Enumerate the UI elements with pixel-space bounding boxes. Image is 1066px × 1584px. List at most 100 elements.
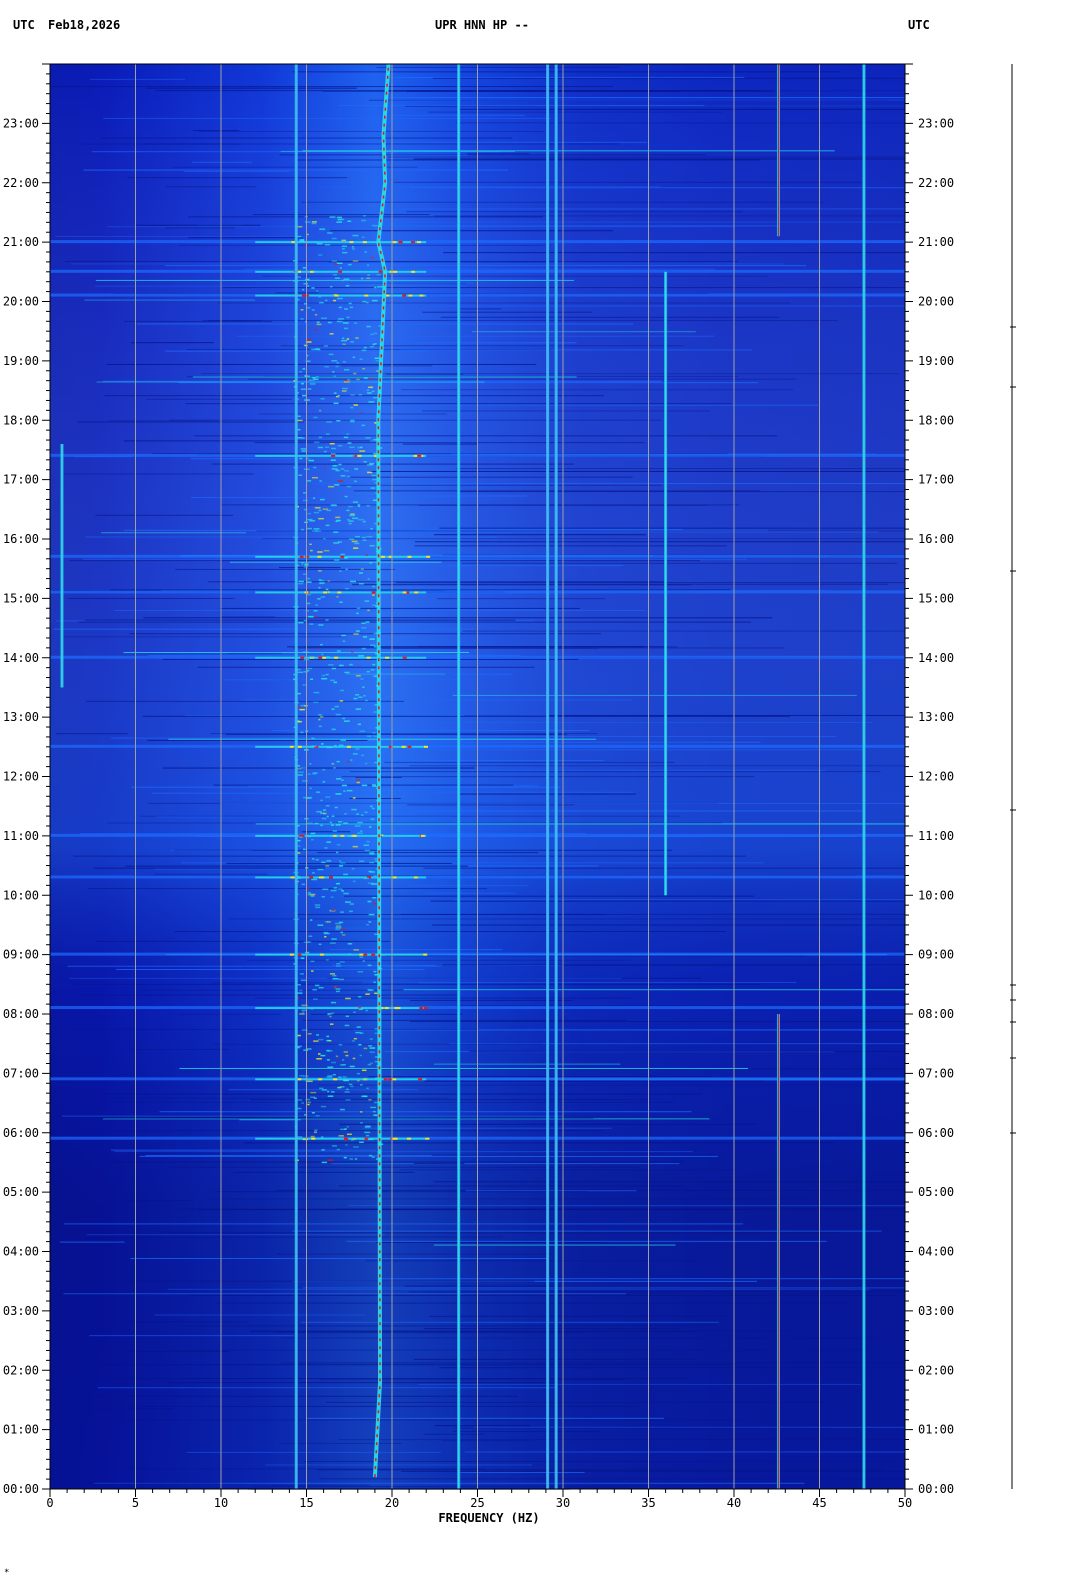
speckle [314,507,321,509]
y-tick-label-right: 06:00 [918,1126,954,1140]
noise-streak [460,308,502,310]
noise-streak [129,633,602,635]
noise-streak [278,1442,402,1444]
noise-streak [193,130,240,132]
speckle [373,1101,380,1104]
speckle [361,647,366,650]
speckle [336,320,341,323]
speckle [325,524,330,527]
speckle [299,973,304,975]
speckle [342,717,345,720]
speckle [357,832,363,834]
noise-streak [130,1257,548,1259]
noise-streak [380,1278,905,1280]
noise-streak [317,1084,905,1086]
speckle [353,1011,356,1013]
speckle [345,1099,351,1101]
speckle [307,892,311,894]
speckle [316,290,319,292]
speckle [355,337,359,339]
speckle [321,677,328,680]
y-tick-label-left: 02:00 [3,1363,39,1377]
speckle [365,1125,371,1128]
noise-streak [201,320,262,322]
speckle [342,640,346,642]
speckle [353,372,357,375]
burst-hotspot [389,270,394,273]
speckle [374,422,377,424]
speckle [295,767,302,770]
speckle [331,468,338,470]
speckle [310,960,315,963]
noise-streak [61,1115,563,1117]
burst-hotspot [425,1137,430,1140]
burst-hotspot [318,876,323,879]
speckle [369,1047,375,1049]
noise-streak [276,1253,553,1255]
speckle [297,1107,302,1110]
noise-streak [222,287,906,289]
noise-streak [179,1067,749,1069]
burst-hotspot [388,555,393,558]
speckle [336,420,341,422]
y-tick-label-left: 01:00 [3,1423,39,1437]
speckle [327,1050,333,1052]
speckle [367,1063,371,1066]
speckle [331,1012,335,1014]
noise-streak [414,545,727,547]
speckle [370,487,376,489]
speckle [330,942,336,944]
speckle [296,992,303,994]
speckle [361,814,364,816]
speckle [298,839,302,842]
speckle [295,692,301,695]
burst-core [255,454,427,457]
y-tick-label-left: 13:00 [3,710,39,724]
speckle [328,353,334,356]
speckle [301,382,304,385]
y-tick-label-left: 18:00 [3,413,39,427]
speckle [348,953,352,955]
burst-hotspot [374,454,379,457]
noise-streak [456,1005,736,1007]
speckle [293,746,296,749]
speckle [365,554,368,556]
noise-streak [389,208,905,210]
noise-streak [361,981,797,983]
speckle [327,591,330,593]
speckle [336,962,341,965]
speckle [324,243,331,246]
speckle [339,862,346,864]
speckle [374,332,378,335]
noise-streak [339,1185,682,1187]
noise-streak [174,931,726,933]
burst-hotspot [366,656,371,659]
speckle [310,1096,315,1099]
speckle [340,931,343,934]
speckle [301,561,305,564]
speckle [370,333,374,336]
speckle [350,513,355,515]
noise-streak [236,335,715,337]
y-tick-label-right: 18:00 [918,413,954,427]
noise-streak [349,797,401,799]
speckle [328,1039,332,1042]
speckle [317,348,321,351]
y-tick-label-right: 05:00 [918,1185,954,1199]
speckle [300,731,304,734]
speckle [346,316,350,319]
speckle [301,563,304,566]
speckle [347,761,350,763]
speckle [299,371,302,373]
noise-streak [244,268,716,270]
noise-streak [412,722,873,724]
speckle [301,1009,306,1012]
burst-hotspot [407,555,412,558]
x-axis-title: FREQUENCY (HZ) [438,1511,539,1525]
speckle [341,245,347,248]
speckle [341,1059,345,1061]
speckle [302,1011,305,1014]
speckle [319,582,325,584]
y-tick-label-right: 01:00 [918,1423,954,1437]
speckle [303,499,308,502]
